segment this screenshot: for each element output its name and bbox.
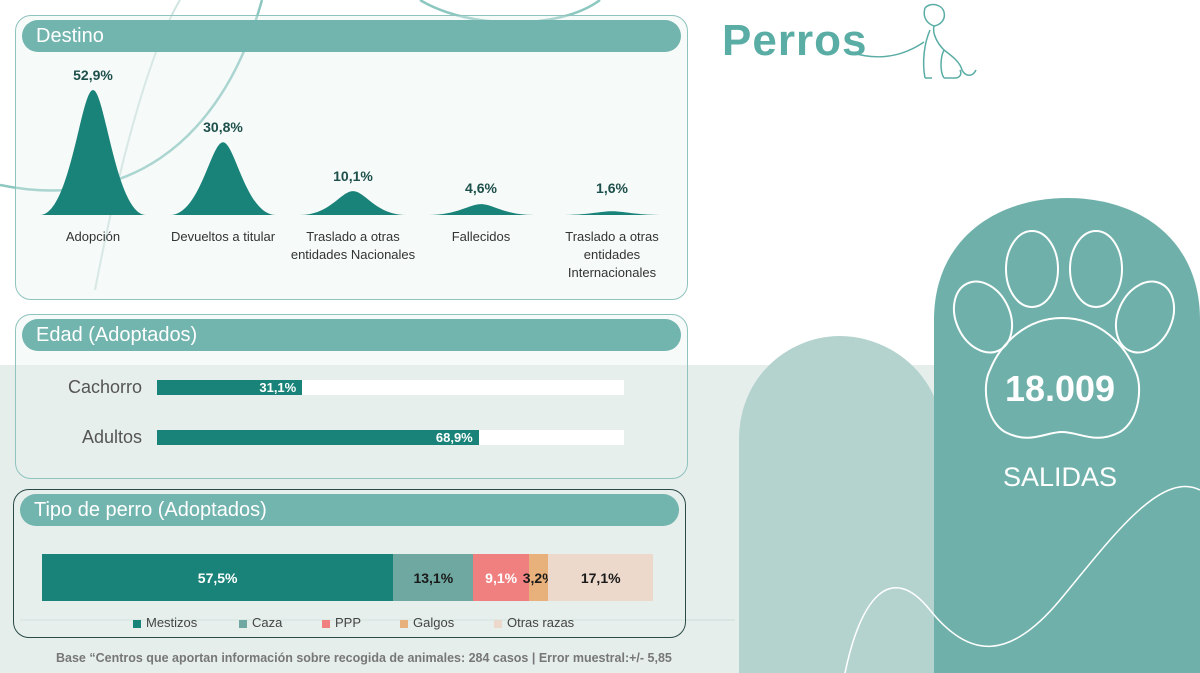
legend-item: PPP — [322, 615, 361, 630]
legend-swatch — [494, 619, 502, 628]
legend-swatch — [322, 619, 330, 628]
legend-item: Galgos — [400, 615, 454, 630]
destino-category-label: entidades Nacionales — [291, 247, 416, 262]
tipo-segment-galgos: 3,2% — [523, 554, 555, 601]
destino-chart: 52,9% Adopción 30,8% Devueltos a titular 10,… — [40, 67, 665, 280]
legend-item: Otras razas — [494, 615, 574, 630]
age-bar-track: 31,1% — [157, 380, 624, 395]
destino-value-label: 1,6% — [596, 180, 628, 196]
destino-panel: Destino — [15, 15, 688, 300]
destino-category-label: entidades — [584, 247, 641, 262]
page-title: Perros — [722, 16, 868, 65]
destino-category-label: Traslado a otras — [565, 229, 659, 244]
destino-header: Destino — [22, 20, 681, 52]
total-salidas-value: 18.009 — [1004, 368, 1116, 409]
legend-label: PPP — [335, 615, 362, 630]
legend-item: Mestizos — [133, 615, 197, 630]
destino-peak — [428, 204, 534, 215]
legend-swatch — [133, 619, 141, 628]
destino-peak — [40, 90, 146, 215]
dog-icon — [849, 3, 977, 79]
tipo-segment-mestizos: 57,5% — [42, 554, 394, 601]
legend-label: Mestizos — [146, 615, 198, 630]
age-value-cachorro: 31,1% — [259, 380, 297, 395]
tipo-stacked-bar: 57,5% 13,1% 9,1% 3,2% 17,1% — [42, 554, 653, 601]
destino-value-label: 10,1% — [333, 168, 373, 184]
destino-peak — [300, 191, 406, 215]
destino-value-label: 30,8% — [203, 119, 243, 135]
age-label-adultos: Adultos — [81, 427, 142, 447]
age-label-cachorro: Cachorro — [67, 377, 142, 397]
edad-header: Edad (Adoptados) — [22, 319, 681, 351]
age-value-adultos: 68,9% — [435, 430, 473, 445]
legend-swatch — [400, 619, 408, 628]
legend-label: Otras razas — [507, 615, 575, 630]
destino-category-label: Internacionales — [568, 265, 657, 280]
age-bar-adultos: 68,9% — [157, 430, 479, 445]
tipo-header: Tipo de perro (Adoptados) — [20, 494, 679, 526]
destino-category-label: Traslado a otras — [306, 229, 400, 244]
tipo-segment-otras-razas: 17,1% — [548, 554, 653, 601]
tipo-segment-ppp: 9,1% — [473, 554, 529, 601]
destino-category-label: Fallecidos — [452, 229, 511, 244]
edad-panel: Edad (Adoptados) — [15, 314, 688, 479]
destino-peak — [559, 211, 665, 215]
legend-swatch — [239, 619, 247, 628]
destino-value-label: 4,6% — [465, 180, 497, 196]
destino-value-label: 52,9% — [73, 67, 113, 83]
destino-peak — [170, 142, 276, 215]
total-salidas-label: SALIDAS — [1002, 462, 1118, 492]
tipo-segment-caza: 13,1% — [393, 554, 474, 601]
age-bar-track: 68,9% — [157, 430, 624, 445]
legend-label: Galgos — [413, 615, 455, 630]
footer-note: Base “Centros que aportan información so… — [56, 651, 672, 665]
legend-label: Caza — [252, 615, 283, 630]
age-bar-cachorro: 31,1% — [157, 380, 303, 395]
legend-item: Caza — [239, 615, 282, 630]
destino-category-label: Adopción — [66, 229, 120, 244]
destino-category-label: Devueltos a titular — [171, 229, 276, 244]
